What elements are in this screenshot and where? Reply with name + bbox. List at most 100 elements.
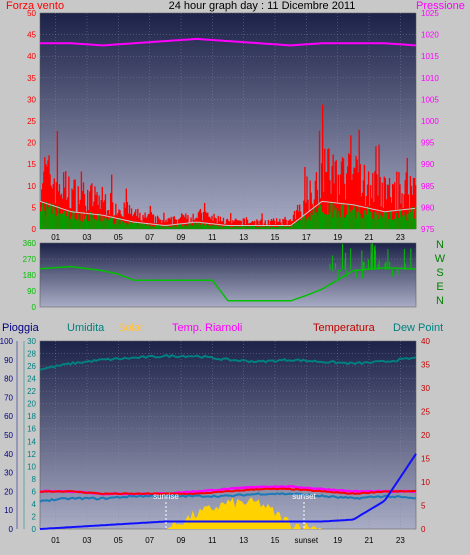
wind-tick-label: 35 xyxy=(27,74,36,83)
wind-gust-bar xyxy=(404,180,406,229)
wind-speed-bar xyxy=(385,212,388,229)
wind-gust-bar xyxy=(387,185,390,229)
wind-gust-bar xyxy=(388,177,391,229)
wind-speed-bar xyxy=(279,225,281,229)
wind-speed-bar xyxy=(61,213,64,229)
wind-speed-bar xyxy=(388,218,391,229)
wind-gust-bar xyxy=(192,213,194,229)
wind-gust-bar xyxy=(399,184,401,229)
wind-speed-bar xyxy=(190,222,192,229)
wind-gust-bar xyxy=(358,129,360,229)
wind-speed-bar xyxy=(161,225,163,229)
wind-speed-bar xyxy=(84,215,87,229)
wind-speed-bar xyxy=(378,219,380,229)
hour-tick-label: 01 xyxy=(51,233,60,242)
wind-gust-bar xyxy=(82,182,85,229)
wind-speed-bar xyxy=(140,222,142,229)
wind-gust-bar xyxy=(198,210,201,229)
rate-tick-label: 6 xyxy=(32,487,37,496)
wind-speed-bar xyxy=(91,218,93,229)
dew-point-line xyxy=(39,492,417,503)
wind-gust-bar xyxy=(340,161,343,229)
wind-speed-bar xyxy=(177,224,180,229)
wind-gust-bar xyxy=(394,182,396,229)
wind-gust-bar xyxy=(338,194,341,229)
wind-speed-bar xyxy=(221,226,224,229)
wind-tick-label: 30 xyxy=(27,95,36,104)
wind-gust-bar xyxy=(353,167,355,229)
wind-speed-bar xyxy=(381,217,383,229)
wind-speed-bar xyxy=(369,212,371,229)
wind-speed-bar xyxy=(135,221,137,229)
wind-gust-bar xyxy=(376,174,378,229)
wind-speed-bar xyxy=(263,225,265,229)
feels-label: Temp. Riarnoli xyxy=(172,322,242,334)
wind-gust-bar xyxy=(304,166,306,229)
wind-speed-bar xyxy=(231,225,233,229)
wind-speed-bar xyxy=(365,214,368,229)
wind-speed-bar xyxy=(362,219,365,229)
wind-speed-bar xyxy=(183,225,185,229)
wind-speed-bar xyxy=(308,216,310,229)
wind-speed-bar xyxy=(58,213,61,229)
wind-speed-bar xyxy=(111,217,113,229)
wind-gust-bar xyxy=(64,187,66,229)
wind-gust-bar xyxy=(342,158,345,229)
wind-gust-bar xyxy=(197,212,200,229)
wind-speed-bar xyxy=(68,210,70,229)
rain-tick-label: 10 xyxy=(4,506,13,515)
wind-gust-bar xyxy=(335,160,337,229)
wind-speed-bar xyxy=(234,226,236,229)
wind-speed-bar xyxy=(258,226,260,229)
wind-gust-bar xyxy=(359,163,361,229)
wind-gust-bar xyxy=(195,217,197,229)
wind-gust-bar xyxy=(218,221,220,229)
wind-speed-bar xyxy=(317,207,320,229)
wind-speed-bar xyxy=(310,212,312,229)
wind-speed-bar xyxy=(214,224,216,229)
wind-gust-bar xyxy=(228,220,230,229)
wind-speed-bar xyxy=(269,227,272,229)
wind-speed-bar xyxy=(125,222,127,229)
wind-speed-bar xyxy=(235,227,237,229)
wind-speed-bar xyxy=(219,225,221,229)
wind-speed-bar xyxy=(69,219,71,229)
wind-speed-bar xyxy=(123,223,125,229)
umidita-label: Umidita xyxy=(67,322,105,334)
wind-speed-bar xyxy=(403,212,405,229)
wind-gust-bar xyxy=(362,180,365,229)
rate-tick-label: 8 xyxy=(32,475,37,484)
wind-gust-bar xyxy=(107,209,110,229)
rate-tick-label: 18 xyxy=(27,412,36,421)
wind-speed-bar xyxy=(88,220,90,229)
graph-title: 24 hour graph day : 11 Dicembre 2011 xyxy=(169,0,356,12)
wind-speed-bar xyxy=(144,223,146,229)
bottom-hour-tick-label: 07 xyxy=(145,536,154,545)
wind-speed-bar xyxy=(390,210,393,229)
wind-speed-bar xyxy=(164,225,166,229)
wind-speed-bar xyxy=(383,211,385,229)
wind-gust-bar xyxy=(247,223,250,229)
wind-speed-bar xyxy=(137,225,139,229)
wind-gust-bar xyxy=(99,208,101,229)
wind-speed-bar xyxy=(78,219,80,229)
wind-speed-bar xyxy=(222,226,225,229)
wind-speed-bar xyxy=(312,210,314,229)
wind-gust-bar xyxy=(255,225,257,229)
wind-speed-bar xyxy=(151,226,154,229)
wind-speed-bar xyxy=(267,225,270,229)
wind-gust-bar xyxy=(91,183,93,229)
rate-tick-label: 26 xyxy=(27,362,36,371)
wind-gust-bar xyxy=(48,155,50,229)
average-wind-line xyxy=(39,200,416,227)
pioggia-label: Pioggia xyxy=(2,322,40,334)
wind-gust-bar xyxy=(305,202,307,229)
rate-tick-label: 22 xyxy=(27,387,36,396)
wind-speed-bar xyxy=(129,220,132,229)
wind-gust-bar xyxy=(179,217,182,229)
bottom-hour-tick-label: 23 xyxy=(396,536,405,545)
wind-speed-bar xyxy=(99,221,101,229)
wind-speed-bar xyxy=(355,218,357,229)
rain-line xyxy=(39,453,417,530)
wind-gust-bar xyxy=(77,186,79,229)
